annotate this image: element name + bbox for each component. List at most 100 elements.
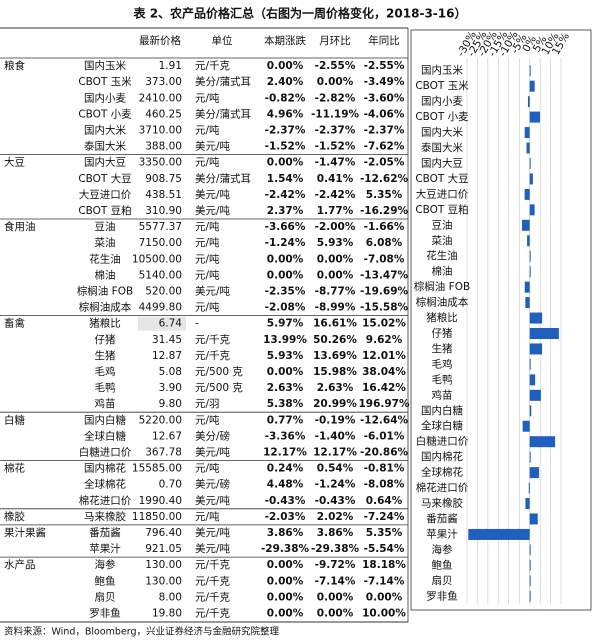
mom: -1.40% xyxy=(315,430,356,442)
chart-label: 全球白糖 xyxy=(421,419,463,432)
bar xyxy=(529,389,541,401)
chart-label: 棕榈油成本 xyxy=(416,296,469,309)
change: -29.38% xyxy=(261,543,310,555)
group-name: 畜禽 xyxy=(4,317,25,330)
change: -1.24% xyxy=(265,237,306,249)
change: 0.00% xyxy=(267,366,304,378)
header-cell: 最新价格 xyxy=(139,34,181,47)
unit: 美分/蒲式耳 xyxy=(195,107,251,120)
price: 8.00 xyxy=(159,591,182,603)
item-name: 菜油 xyxy=(95,236,116,249)
price: 130.00 xyxy=(145,559,182,571)
bar xyxy=(522,219,530,231)
yoy: -7.24% xyxy=(364,511,405,523)
price: 31.45 xyxy=(152,334,182,346)
item-name: 生猪 xyxy=(95,349,116,362)
chart-label: 大豆进口价 xyxy=(416,187,469,200)
change: 2.37% xyxy=(267,205,304,217)
change: 4.96% xyxy=(267,108,304,120)
change: -0.82% xyxy=(265,92,306,104)
yoy: -7.14% xyxy=(364,575,405,587)
item-name: 国内白糖 xyxy=(84,413,126,426)
change: 0.00% xyxy=(267,559,304,571)
item-name: 毛鸭 xyxy=(95,381,116,394)
bar xyxy=(526,142,530,154)
item-name: 国内大豆 xyxy=(84,156,126,169)
header-cell: 月环比 xyxy=(319,34,351,47)
price: 367.78 xyxy=(145,446,182,458)
unit: 元/500 克 xyxy=(195,382,243,394)
bar xyxy=(529,80,535,92)
item-name: 白糖进口价 xyxy=(79,445,132,458)
item-name: CBOT 玉米 xyxy=(78,75,132,88)
change: -2.08% xyxy=(265,302,306,314)
yoy: 9.62% xyxy=(366,334,403,346)
bar xyxy=(527,235,530,247)
item-name: 国内小麦 xyxy=(84,91,126,104)
mom: 50.26% xyxy=(313,334,357,346)
yoy: -7.08% xyxy=(364,253,405,265)
group-name: 粮食 xyxy=(4,59,25,72)
unit: 元/千克 xyxy=(195,350,231,362)
unit: 元/吨 xyxy=(195,123,220,136)
mom: -2.00% xyxy=(315,221,356,233)
change: 4.48% xyxy=(267,479,304,491)
item-name: 花生油 xyxy=(89,252,121,265)
unit: 美分/磅 xyxy=(195,429,230,442)
unit: 元/千克 xyxy=(195,591,231,603)
bar xyxy=(529,590,531,602)
yoy: -0.81% xyxy=(364,463,405,475)
change: 0.00% xyxy=(267,591,304,603)
yoy: -5.54% xyxy=(364,543,405,555)
change: 0.00% xyxy=(267,575,304,587)
change: -2.37% xyxy=(265,124,306,136)
chart-label: 仔猪 xyxy=(432,328,453,340)
bar xyxy=(525,297,530,309)
item-name: 番茄酱 xyxy=(89,526,121,539)
item-name: 棕榈油成本 xyxy=(79,301,132,314)
bar xyxy=(529,111,541,123)
unit: 元/千克 xyxy=(195,575,231,587)
bar xyxy=(529,374,536,386)
chart-label: 生猪 xyxy=(432,342,453,355)
yoy: -2.55% xyxy=(364,60,405,72)
price: 9.80 xyxy=(159,398,182,410)
mom: -2.37% xyxy=(315,124,356,136)
bar xyxy=(529,451,531,463)
header-cell: 单位 xyxy=(212,34,233,47)
unit: 美元/吨 xyxy=(195,188,231,201)
change: 2.40% xyxy=(267,76,304,88)
yoy: 6.08% xyxy=(366,237,403,249)
mom: -2.42% xyxy=(315,189,356,201)
mom: -9.72% xyxy=(315,559,356,571)
mom: -29.38% xyxy=(311,543,360,555)
price: 10500.00 xyxy=(132,253,182,265)
unit: 美元/吨 xyxy=(195,140,231,153)
bar xyxy=(529,467,540,479)
bar xyxy=(529,513,538,525)
bar xyxy=(529,343,543,355)
mom: -1.52% xyxy=(315,141,356,153)
group-name: 果汁果酱 xyxy=(4,526,46,539)
bar xyxy=(529,250,531,262)
chart-label: CBOT 大豆 xyxy=(415,172,468,185)
mom: -0.43% xyxy=(315,495,356,507)
item-name: 泰国大米 xyxy=(84,140,126,153)
change: -0.43% xyxy=(265,495,306,507)
bar xyxy=(528,482,530,494)
price: 1.91 xyxy=(159,60,182,72)
change: 5.97% xyxy=(267,318,304,330)
yoy: -8.08% xyxy=(364,479,405,491)
item-name: 棉油 xyxy=(95,268,116,281)
chart-label: 泰国大米 xyxy=(421,141,463,154)
price: 7150.00 xyxy=(139,237,182,249)
price: 5.08 xyxy=(159,366,182,378)
bar xyxy=(529,405,532,417)
source: 资料来源：Wind，Bloomberg，兴业证券经济与金融研究院整理 xyxy=(4,626,280,638)
change: 0.00% xyxy=(267,157,304,169)
price: 12.67 xyxy=(152,430,182,442)
unit: 元/吨 xyxy=(195,301,220,314)
chart-label: 扇贝 xyxy=(432,574,453,587)
yoy: -20.86% xyxy=(360,446,409,458)
yoy: 18.18% xyxy=(362,559,406,571)
